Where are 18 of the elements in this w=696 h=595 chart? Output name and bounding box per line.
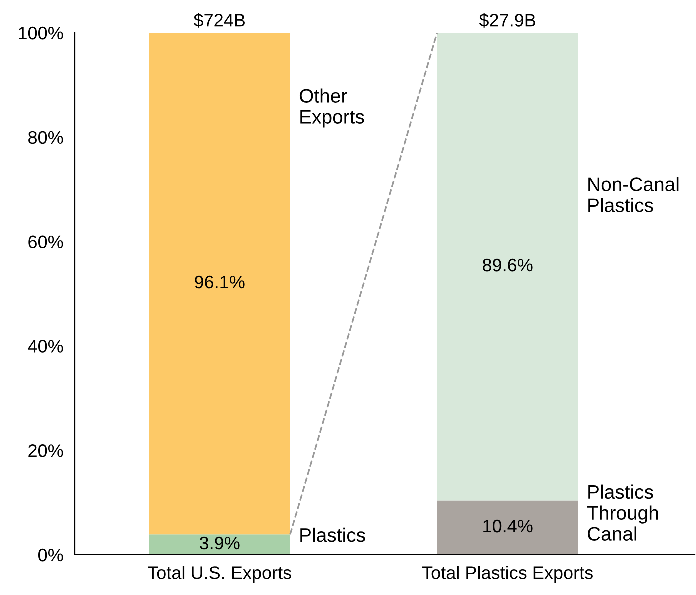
- series-label: Non-Canal Plastics: [588, 177, 679, 212]
- y-tick-label: 80%: [28, 131, 64, 144]
- data-label: 3.9%: [200, 536, 240, 550]
- x-tick-label: Total U.S. Exports: [148, 566, 292, 583]
- annotation: $27.9B: [479, 13, 536, 28]
- series-label: Plastics Through Canal: [587, 484, 658, 541]
- data-label: 10.4%: [484, 520, 533, 533]
- y-tick-label: 60%: [28, 236, 64, 249]
- y-tick-label: 40%: [28, 340, 64, 353]
- y-tick-label: 100%: [19, 26, 64, 40]
- y-tick-label: 0%: [38, 548, 64, 562]
- series-label: Plastics: [300, 528, 366, 542]
- y-tick-label: 20%: [28, 444, 64, 458]
- x-tick-label: Total Plastics Exports: [422, 566, 593, 583]
- annotation: $724B: [194, 13, 246, 28]
- data-label: 96.1%: [195, 276, 245, 289]
- series-label: Other Exports: [300, 88, 364, 128]
- data-label: 89.6%: [483, 258, 533, 272]
